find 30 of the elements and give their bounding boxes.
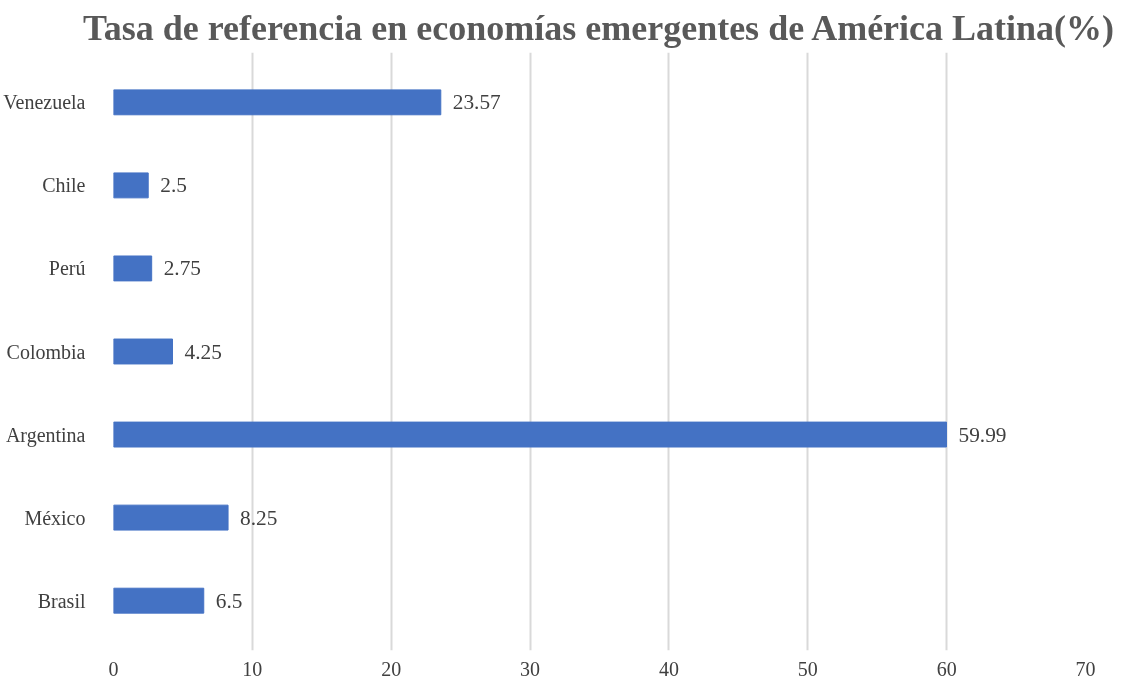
data-label: 6.5 (215, 588, 243, 613)
data-label: 23.57 (452, 90, 502, 115)
x-tick-label: 60 (936, 657, 957, 680)
y-tick-label: Brasil (37, 589, 86, 612)
x-tick-label: 50 (797, 657, 818, 680)
bar (113, 587, 205, 614)
bar (113, 255, 153, 282)
x-tick-label: 20 (381, 657, 402, 680)
y-tick-label: Chile (42, 174, 86, 197)
bar (113, 338, 174, 365)
bar (113, 172, 149, 199)
y-tick-label: Colombia (6, 340, 86, 363)
y-tick-label: México (24, 506, 86, 529)
data-label: 2.75 (163, 256, 202, 281)
bar (113, 421, 947, 448)
chart-title: Tasa de referencia en economías emergentes de América Latina(%) (82, 7, 1115, 48)
bar (113, 504, 229, 531)
x-tick-label: 0 (108, 657, 119, 680)
x-tick-label: 30 (520, 657, 541, 680)
data-label: 59.99 (958, 422, 1007, 447)
y-tick-label: Argentina (5, 423, 86, 447)
x-tick-label: 40 (658, 657, 679, 680)
data-label: 8.25 (240, 505, 278, 530)
x-tick-label: 70 (1075, 657, 1096, 680)
bar (113, 89, 442, 116)
x-tick-label: 10 (242, 657, 263, 680)
y-tick-label: Perú (48, 257, 86, 280)
y-tick-label: Venezuela (3, 91, 86, 114)
data-label: 2.5 (160, 173, 187, 198)
data-label: 4.25 (184, 339, 222, 364)
